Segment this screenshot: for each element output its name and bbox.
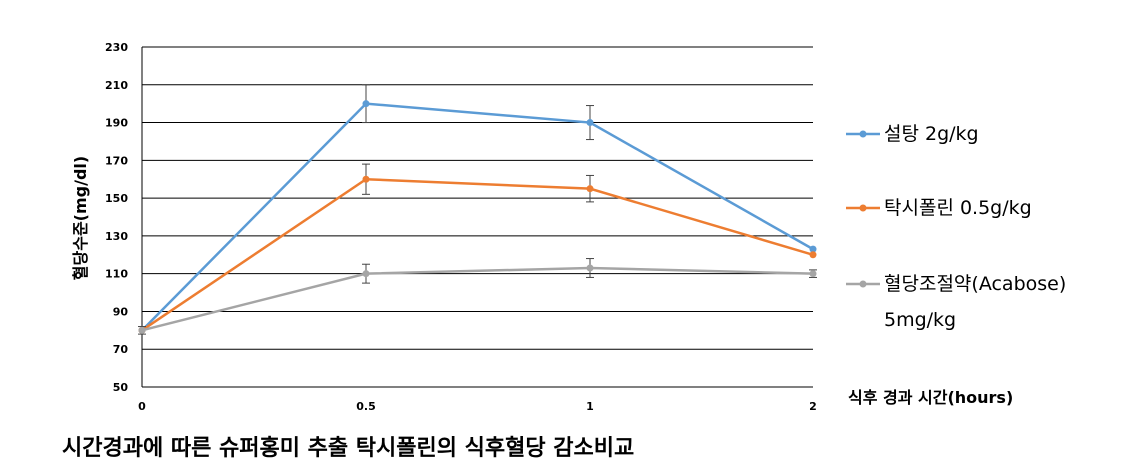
y-tick-230: 230 xyxy=(105,41,128,54)
y-axis-title: 혈당수준(mg/dl) xyxy=(71,156,90,280)
grid-lines xyxy=(141,46,813,388)
y-tick-190: 190 xyxy=(105,117,128,130)
y-tick-110: 110 xyxy=(105,268,128,281)
legend-label-2-line2: 5mg/kg xyxy=(884,309,956,331)
data-point-1-3 xyxy=(809,251,817,259)
data-point-0-1 xyxy=(362,100,370,108)
y-tick-150: 150 xyxy=(105,192,128,205)
series-line-0 xyxy=(141,102,814,332)
y-tick-130: 130 xyxy=(105,230,128,243)
data-point-0-3 xyxy=(809,245,817,253)
data-point-2-3 xyxy=(809,270,817,278)
y-tick-70: 70 xyxy=(113,343,129,356)
legend-marker-0 xyxy=(859,130,867,138)
legend-label-1: 탁시폴린 0.5g/kg xyxy=(884,197,1032,219)
data-point-2-1 xyxy=(362,270,370,278)
data-point-0-2 xyxy=(586,119,594,127)
data-point-2-2 xyxy=(586,264,594,272)
series-line-2 xyxy=(141,266,814,332)
x-tick-0: 0 xyxy=(138,400,146,413)
x-tick-0.5: 0.5 xyxy=(356,400,376,413)
legend: 설탕 2g/kg 탁시폴린 0.5g/kg 혈당조절약(Acabose) 5mg/kg xyxy=(846,123,1066,331)
y-tick-labels: 50 70 90 110 130 150 170 190 210 230 xyxy=(105,41,128,394)
legend-marker-1 xyxy=(859,204,867,212)
legend-label-2: 혈당조절약(Acabose) xyxy=(884,273,1066,295)
series-line-1 xyxy=(141,177,814,332)
y-tick-210: 210 xyxy=(105,79,128,92)
x-tick-2: 2 xyxy=(809,400,817,413)
data-point-1-2 xyxy=(586,185,594,193)
data-point-2-0 xyxy=(138,326,146,334)
legend-label-0: 설탕 2g/kg xyxy=(884,123,979,145)
y-tick-50: 50 xyxy=(113,381,129,394)
y-tick-170: 170 xyxy=(105,154,128,167)
data-point-1-1 xyxy=(362,175,370,183)
chart-caption: 시간경과에 따른 슈퍼홍미 추출 탁시폴린의 식후혈당 감소비교 xyxy=(62,436,634,461)
series-layer xyxy=(138,84,817,335)
x-tick-labels: 0 0.5 1 2 xyxy=(138,400,817,413)
x-axis-title: 식후 경과 시간(hours) xyxy=(848,388,1013,407)
y-tick-90: 90 xyxy=(113,305,129,318)
x-tick-1: 1 xyxy=(586,400,594,413)
legend-marker-2 xyxy=(859,280,867,288)
